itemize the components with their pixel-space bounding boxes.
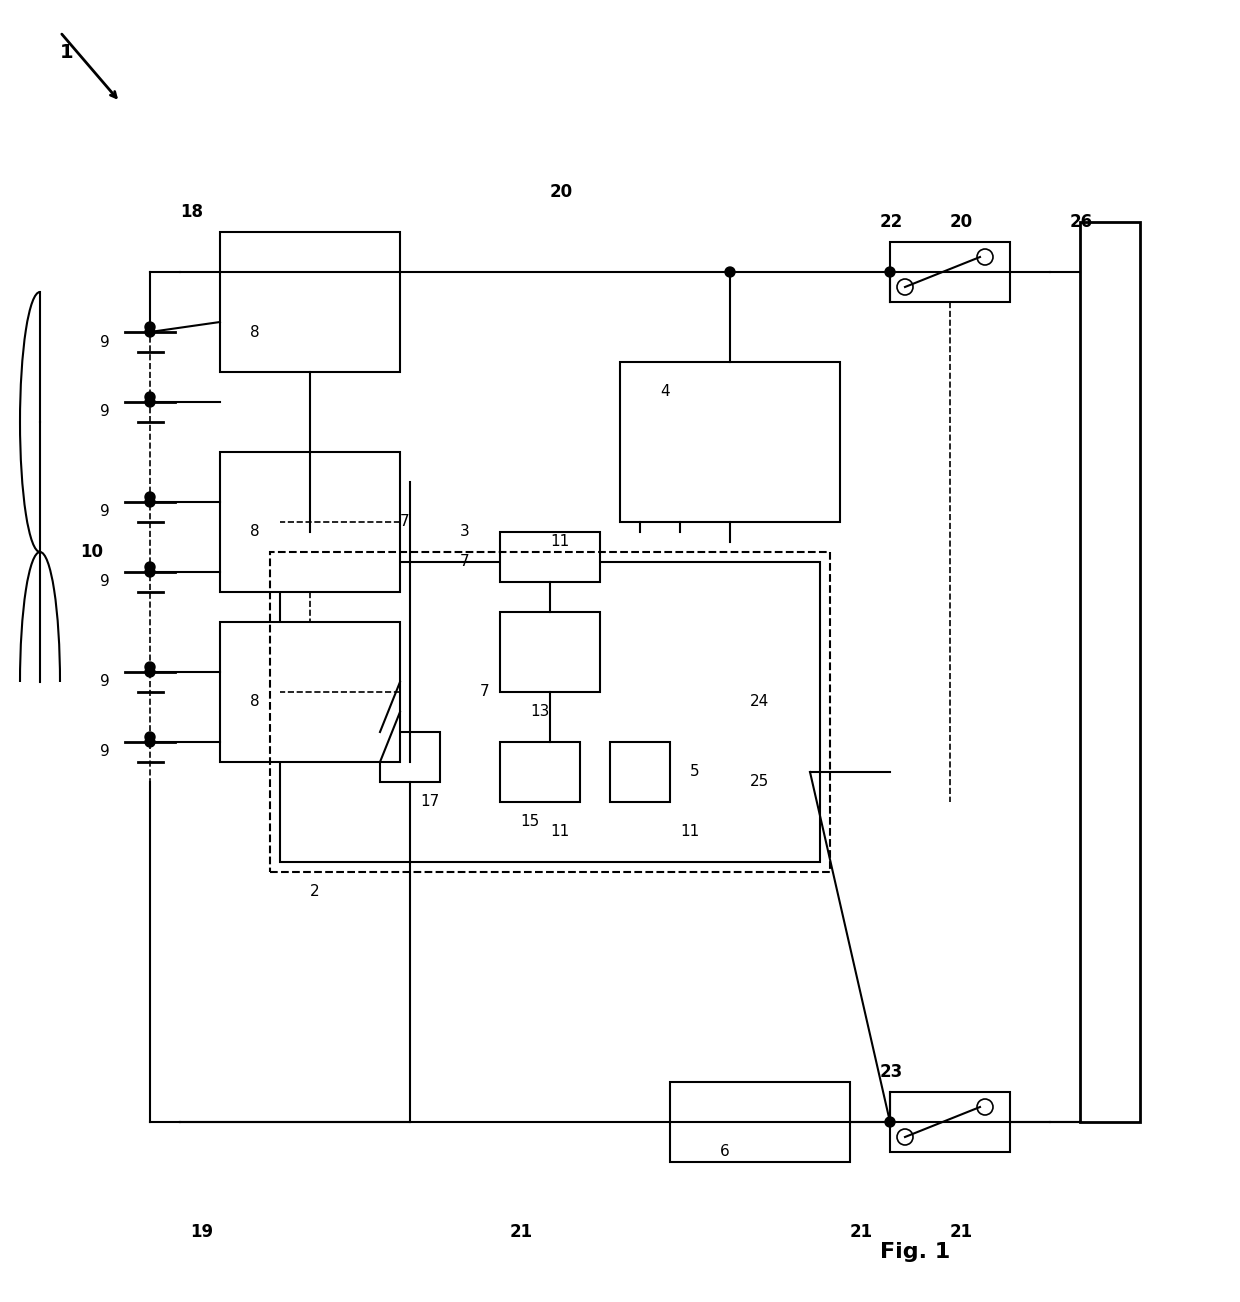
Text: 21: 21: [950, 1223, 973, 1241]
Text: 24: 24: [750, 694, 769, 710]
Text: 1: 1: [60, 43, 73, 61]
Text: 7: 7: [460, 555, 470, 569]
Bar: [890, 242, 1011, 302]
Text: 9: 9: [100, 504, 110, 519]
Text: 15: 15: [520, 815, 539, 829]
Bar: [270, 552, 830, 872]
Bar: [670, 1082, 849, 1161]
Text: 11: 11: [551, 824, 569, 840]
Circle shape: [145, 566, 155, 577]
Bar: [1080, 223, 1140, 1122]
Bar: [219, 232, 401, 372]
Text: Fig. 1: Fig. 1: [880, 1242, 950, 1262]
Text: 9: 9: [100, 745, 110, 759]
Text: 9: 9: [100, 674, 110, 690]
Bar: [500, 612, 600, 691]
Bar: [670, 723, 810, 822]
Circle shape: [145, 397, 155, 408]
Text: 20: 20: [950, 214, 973, 230]
Circle shape: [145, 327, 155, 337]
Text: 26: 26: [1070, 214, 1094, 230]
Circle shape: [145, 492, 155, 503]
Circle shape: [145, 737, 155, 747]
Circle shape: [145, 392, 155, 402]
Text: 20: 20: [551, 184, 573, 201]
Circle shape: [725, 267, 735, 277]
Text: 5: 5: [689, 764, 699, 780]
Text: 11: 11: [551, 535, 569, 549]
Text: 7: 7: [401, 514, 409, 530]
Bar: [219, 622, 401, 762]
Text: 19: 19: [190, 1223, 213, 1241]
Circle shape: [145, 732, 155, 742]
Text: 11: 11: [680, 824, 699, 840]
Text: 21: 21: [510, 1223, 533, 1241]
Circle shape: [885, 1117, 895, 1128]
Bar: [890, 1092, 1011, 1152]
Text: 2: 2: [310, 884, 320, 900]
Text: 25: 25: [750, 775, 769, 789]
Circle shape: [145, 497, 155, 506]
Bar: [620, 362, 839, 522]
Bar: [610, 742, 670, 802]
Text: 7: 7: [480, 685, 490, 699]
Bar: [219, 452, 401, 592]
Text: 8: 8: [250, 525, 259, 539]
Bar: [379, 732, 440, 783]
Text: 6: 6: [720, 1144, 730, 1160]
Text: 3: 3: [460, 525, 470, 539]
Bar: [280, 562, 820, 862]
Text: 18: 18: [180, 203, 203, 221]
Bar: [500, 742, 580, 802]
Bar: [500, 533, 600, 582]
Circle shape: [885, 267, 895, 277]
Text: 9: 9: [100, 574, 110, 590]
Text: 23: 23: [880, 1062, 903, 1081]
Text: 13: 13: [529, 704, 549, 720]
Text: 22: 22: [880, 214, 903, 230]
Text: 9: 9: [100, 335, 110, 349]
Text: 9: 9: [100, 405, 110, 419]
Text: 17: 17: [420, 794, 439, 810]
Text: 8: 8: [250, 694, 259, 710]
Text: 4: 4: [660, 384, 670, 400]
Circle shape: [145, 322, 155, 332]
Circle shape: [145, 562, 155, 572]
Text: 21: 21: [849, 1223, 873, 1241]
Text: 10: 10: [81, 543, 103, 561]
Circle shape: [145, 667, 155, 677]
Circle shape: [145, 661, 155, 672]
Text: 8: 8: [250, 324, 259, 340]
